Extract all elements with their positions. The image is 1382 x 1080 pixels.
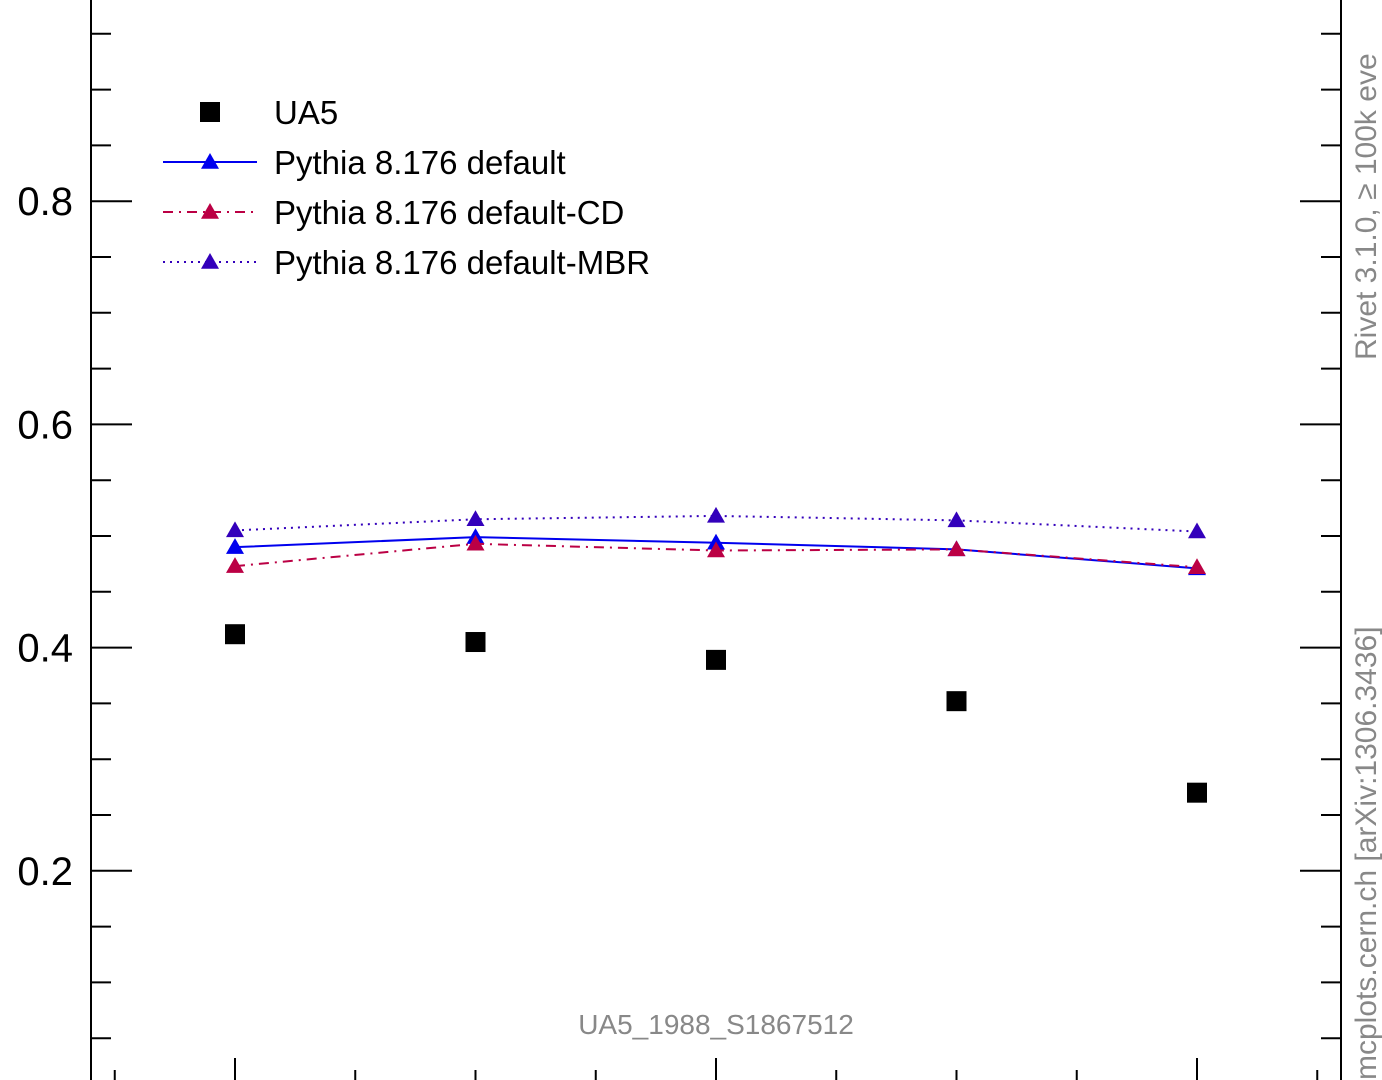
- data-point: [1188, 522, 1206, 539]
- y-tick-label: 1: [51, 0, 73, 1]
- y-axis: 0.2 0.4 0.6 0.8 1 0: [17, 0, 1341, 1080]
- series-3: [226, 506, 1206, 539]
- legend-label: Pythia 8.176 default: [274, 144, 566, 181]
- legend-marker: [201, 253, 219, 269]
- legend-marker: [200, 102, 220, 122]
- data-point: [946, 691, 967, 712]
- series-2: [226, 534, 1206, 574]
- y-tick-label: 0.6: [17, 403, 73, 447]
- data-point: [466, 510, 485, 527]
- x-axis: [113, 1058, 1319, 1080]
- data-point: [225, 624, 245, 645]
- data-point: [226, 557, 244, 573]
- plot-frame: [90, 0, 1342, 1080]
- data-point: [1187, 782, 1207, 803]
- data-point: [465, 632, 486, 653]
- data-point: [707, 541, 725, 558]
- legend-marker: [201, 153, 219, 169]
- data-point: [947, 511, 966, 528]
- data-point: [947, 540, 966, 557]
- legend-label: UA5: [274, 94, 338, 131]
- mcplots-reference-label: mcplots.cern.ch [arXiv:1306.3436]: [1350, 626, 1382, 1080]
- series-layer: [225, 506, 1207, 803]
- data-point: [226, 521, 244, 538]
- rivet-version-label: Rivet 3.1.0, ≥ 100k eve: [1350, 53, 1382, 360]
- series-0: [225, 624, 1207, 803]
- data-point: [1188, 558, 1206, 574]
- legend-marker: [201, 203, 219, 219]
- data-point: [466, 534, 485, 551]
- y-tick-label: 0.2: [17, 850, 73, 894]
- data-point: [226, 538, 244, 554]
- legend: UA5 Pythia 8.176 default Pythia 8.176 defa…: [163, 94, 650, 281]
- legend-label: Pythia 8.176 default-CD: [274, 194, 624, 231]
- y-tick-label: 0.8: [17, 180, 73, 224]
- analysis-id-label: UA5_1988_S1867512: [578, 1009, 854, 1040]
- legend-label: Pythia 8.176 default-MBR: [274, 244, 650, 281]
- data-point: [706, 649, 726, 670]
- y-tick-label: 0.4: [17, 627, 73, 671]
- y-tick-label: 0: [51, 1073, 73, 1080]
- data-point: [707, 506, 725, 523]
